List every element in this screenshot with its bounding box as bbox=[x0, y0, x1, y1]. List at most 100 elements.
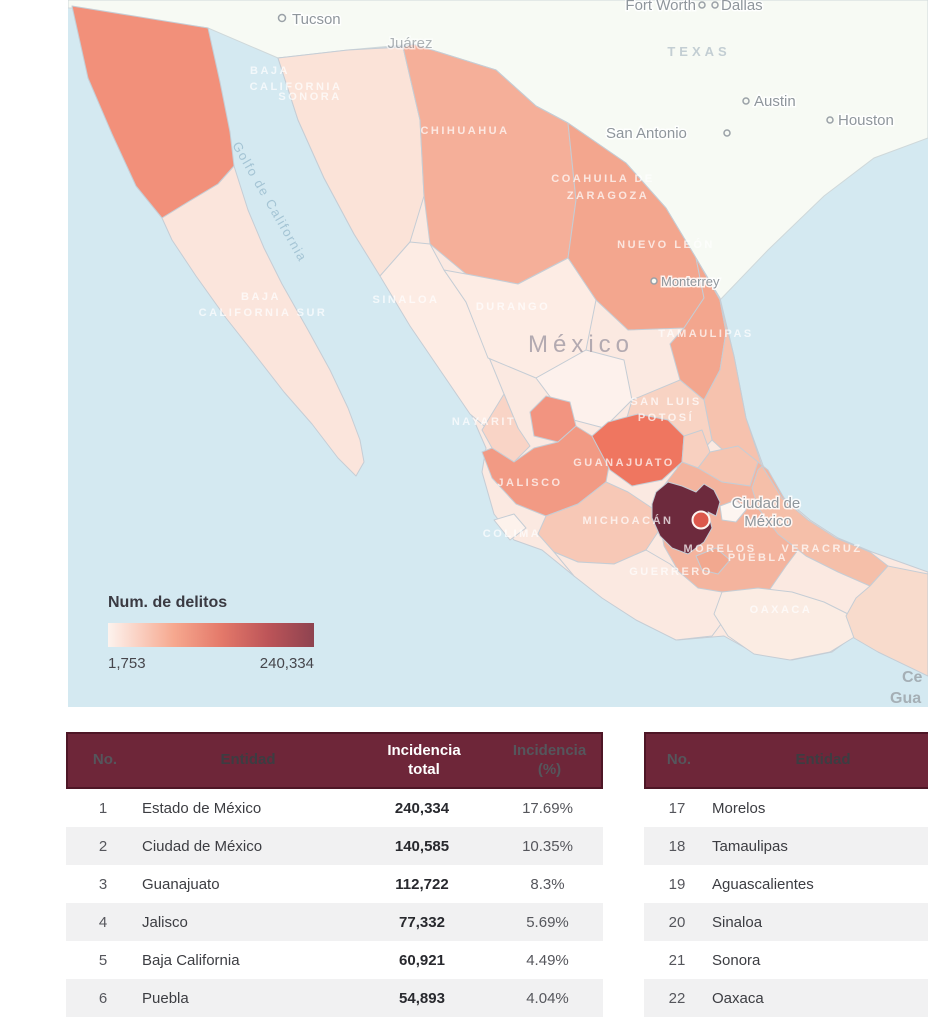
table-row: 6 Puebla 54,893 4.04% bbox=[66, 979, 603, 1017]
fort-worth-marker-icon bbox=[698, 1, 706, 9]
label-cdmx-line2: México bbox=[744, 513, 792, 530]
cell-no: 4 bbox=[98, 913, 108, 931]
cell-entidad: Sonora bbox=[712, 951, 761, 969]
col-header-pct: Incidencia (%) bbox=[512, 741, 587, 778]
label-guanajuato: GUANAJUATO bbox=[573, 457, 675, 469]
austin-marker-icon bbox=[742, 97, 750, 105]
cell-entidad: Jalisco bbox=[142, 913, 188, 931]
cell-total: 54,893 bbox=[399, 989, 445, 1007]
cell-total: 240,334 bbox=[394, 799, 450, 817]
table-row: 21 Sonora bbox=[644, 941, 928, 979]
label-michoacan: MICHOACÁN bbox=[583, 514, 674, 527]
state-durango[interactable] bbox=[443, 257, 597, 379]
mexico-choropleth-map[interactable]: Tucson Juárez Fort Worth Dallas TEXAS Au… bbox=[68, 0, 928, 707]
table-row: 19 Aguascalientes bbox=[644, 865, 928, 903]
cell-entidad: Guanajuato bbox=[142, 875, 220, 893]
table-header-row: No. Entidad bbox=[644, 732, 928, 789]
cell-no: 19 bbox=[668, 875, 686, 893]
state-michoacan[interactable] bbox=[537, 481, 663, 565]
label-fort-worth: Fort Worth bbox=[625, 0, 696, 14]
tucson-marker-icon bbox=[277, 13, 287, 23]
label-nuevo-leon: NUEVO LEÓN bbox=[617, 238, 715, 251]
label-cut-gua: Gua bbox=[890, 690, 921, 707]
state-oaxaca[interactable] bbox=[713, 587, 857, 661]
cell-no: 1 bbox=[98, 799, 108, 817]
table-row: 22 Oaxaca bbox=[644, 979, 928, 1017]
cell-no: 17 bbox=[668, 799, 686, 817]
legend-max-value: 240,334 bbox=[259, 655, 314, 672]
label-coahuila-line1: COAHUILA DE bbox=[551, 173, 654, 185]
cell-no: 3 bbox=[98, 875, 108, 893]
label-durango: DURANGO bbox=[476, 301, 550, 313]
monterrey-marker-icon bbox=[650, 277, 658, 285]
label-dallas: Dallas bbox=[721, 0, 763, 14]
state-baja-california-sur[interactable] bbox=[161, 165, 365, 477]
dallas-marker-icon bbox=[711, 1, 719, 9]
label-veracruz: VERACRUZ bbox=[781, 543, 862, 555]
cell-no: 18 bbox=[668, 837, 686, 855]
cell-no: 5 bbox=[98, 951, 108, 969]
label-sinaloa: SINALOA bbox=[373, 294, 440, 306]
label-colima: COLIMA bbox=[483, 528, 541, 540]
label-tamaulipas: TAMAULIPAS bbox=[658, 328, 753, 340]
label-puebla: PUEBLA bbox=[728, 552, 788, 564]
cell-entidad: Tamaulipas bbox=[712, 837, 788, 855]
cell-pct: 4.49% bbox=[526, 951, 569, 969]
label-guerrero: GUERRERO bbox=[629, 566, 713, 578]
label-monterrey: Monterrey bbox=[661, 274, 720, 289]
legend-title: Num. de delitos bbox=[108, 594, 228, 611]
state-colima[interactable] bbox=[493, 513, 527, 541]
label-sonora: SONORA bbox=[278, 91, 341, 103]
cell-entidad: Sinaloa bbox=[712, 913, 763, 931]
label-slp-line1: SAN LUIS bbox=[630, 396, 701, 408]
table-row: 5 Baja California 60,921 4.49% bbox=[66, 941, 603, 979]
table-row: 20 Sinaloa bbox=[644, 903, 928, 941]
san-antonio-marker-icon bbox=[723, 129, 731, 137]
label-slp-line2: POTOSÍ bbox=[638, 411, 694, 424]
table-row: 18 Tamaulipas bbox=[644, 827, 928, 865]
cell-pct: 17.69% bbox=[522, 799, 573, 817]
label-jalisco: JALISCO bbox=[497, 477, 562, 489]
map-legend: Num. de delitos 1,753 240,334 bbox=[108, 594, 328, 672]
cell-no: 20 bbox=[668, 913, 686, 931]
cell-entidad: Morelos bbox=[712, 799, 766, 817]
col-header-no: No. bbox=[666, 751, 692, 769]
cell-entidad: Ciudad de México bbox=[142, 837, 263, 855]
cell-pct: 8.3% bbox=[530, 875, 565, 893]
cell-pct: 5.69% bbox=[526, 913, 569, 931]
state-estado-de-mexico[interactable] bbox=[651, 481, 721, 555]
table-row: 17 Morelos bbox=[644, 789, 928, 827]
label-baja-line2: CALIFORNIA bbox=[250, 81, 343, 93]
state-morelos[interactable] bbox=[695, 547, 731, 575]
label-houston: Houston bbox=[838, 112, 894, 129]
cell-total: 112,722 bbox=[395, 875, 449, 893]
cell-pct: 10.35% bbox=[522, 837, 573, 855]
cell-pct: 4.04% bbox=[526, 989, 569, 1007]
cell-no: 2 bbox=[98, 837, 108, 855]
cell-entidad: Puebla bbox=[142, 989, 189, 1007]
col-header-no: No. bbox=[92, 751, 118, 769]
label-baja-line1: BAJA bbox=[250, 65, 290, 77]
legend-gradient-bar bbox=[108, 623, 314, 647]
label-san-antonio: San Antonio bbox=[606, 125, 687, 142]
col-header-entidad: Entidad bbox=[795, 751, 851, 769]
cell-total: 77,332 bbox=[399, 913, 445, 931]
cell-entidad: Baja California bbox=[142, 951, 240, 969]
state-southeast[interactable] bbox=[845, 565, 928, 677]
label-chihuahua: CHIHUAHUA bbox=[420, 125, 509, 137]
cell-entidad: Aguascalientes bbox=[712, 875, 814, 893]
incidence-table-top: No. Entidad Incidencia total Incidencia … bbox=[66, 732, 603, 1017]
incidence-table-bottom: No. Entidad 17 Morelos 18 Tamaulipas 19 … bbox=[644, 732, 928, 1017]
table-row: 4 Jalisco 77,332 5.69% bbox=[66, 903, 603, 941]
state-tlaxcala[interactable] bbox=[719, 499, 747, 523]
table-row: 3 Guanajuato 112,722 8.3% bbox=[66, 865, 603, 903]
state-veracruz[interactable] bbox=[751, 465, 889, 587]
cell-no: 22 bbox=[668, 989, 686, 1007]
cell-total: 140,585 bbox=[394, 837, 450, 855]
label-coahuila-line2: ZARAGOZA bbox=[567, 190, 649, 202]
state-ciudad-de-mexico[interactable] bbox=[691, 510, 711, 530]
label-juarez: Juárez bbox=[387, 35, 432, 52]
cell-no: 21 bbox=[668, 951, 686, 969]
table-header-row: No. Entidad Incidencia total Incidencia … bbox=[66, 732, 603, 789]
table-row: 1 Estado de México 240,334 17.69% bbox=[66, 789, 603, 827]
